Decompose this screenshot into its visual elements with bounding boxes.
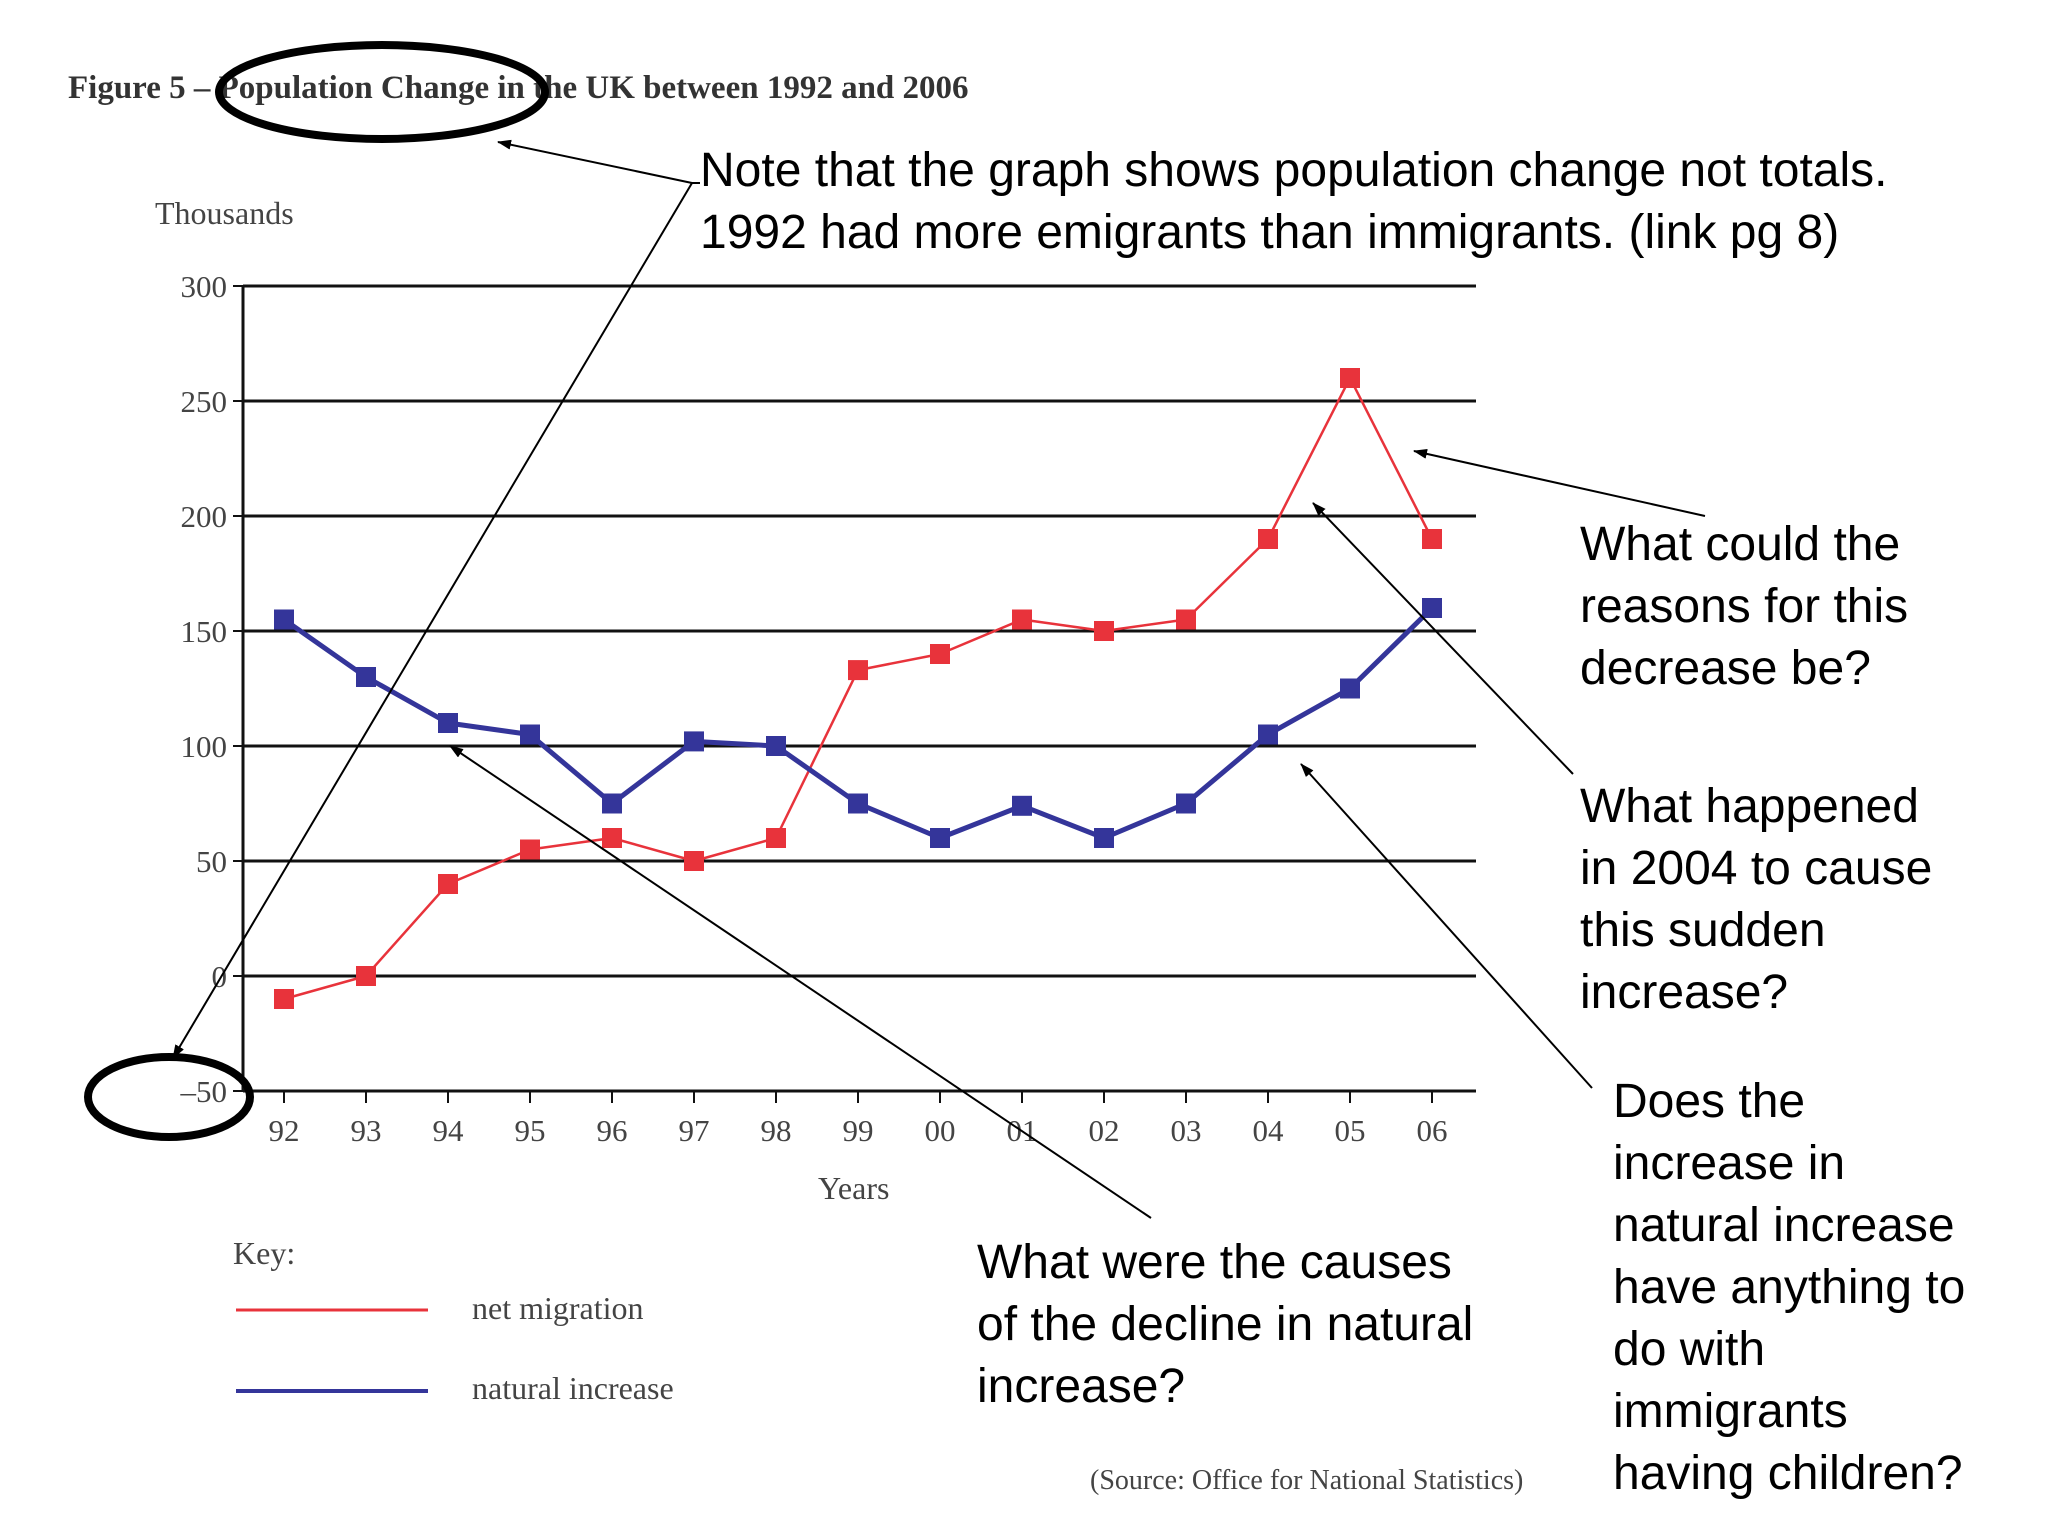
annotation-line: increase in xyxy=(1613,1137,1846,1190)
data-point-net-migration xyxy=(1422,529,1442,549)
data-point-net-migration xyxy=(1094,621,1114,641)
data-point-natural-increase xyxy=(1176,793,1196,814)
data-point-natural-increase xyxy=(602,793,622,814)
annotation-line: increase? xyxy=(977,1360,1186,1413)
annotation-line: in 2004 to cause xyxy=(1580,842,1933,895)
data-point-net-migration xyxy=(438,874,458,894)
annotation-line: Does the xyxy=(1613,1075,1806,1128)
y-axis-unit-label: Thousands xyxy=(155,195,294,231)
data-point-net-migration xyxy=(1012,609,1032,630)
callout-arrow-natural-increase xyxy=(1300,763,1593,1089)
annotation-line: reasons for this xyxy=(1580,580,1909,633)
data-point-net-migration xyxy=(1340,368,1360,388)
data-point-natural-increase xyxy=(848,793,868,814)
x-tick-label: 95 xyxy=(515,1113,546,1148)
callout-arrow-2004 xyxy=(1312,502,1574,775)
annotation-line: What could the xyxy=(1580,518,1901,571)
x-tick-label: 93 xyxy=(351,1113,382,1148)
data-point-natural-increase xyxy=(520,724,540,745)
annotation-line: do with xyxy=(1613,1323,1766,1376)
data-point-natural-increase xyxy=(274,609,294,630)
x-axis-title: Years xyxy=(818,1170,890,1206)
y-tick-label: 50 xyxy=(196,844,227,879)
data-point-natural-increase xyxy=(1422,598,1442,618)
y-tick-label: –50 xyxy=(180,1074,228,1109)
annotation-line: What happened xyxy=(1580,780,1919,833)
legend-label-net-migration: net migration xyxy=(472,1290,644,1326)
x-tick-label: 97 xyxy=(679,1113,710,1148)
annotation-question-2004: What happened in 2004 to cause this sudd… xyxy=(1580,776,1932,1024)
annotation-line: immigrants xyxy=(1613,1385,1848,1438)
annotation-line: increase? xyxy=(1580,966,1789,1019)
data-point-net-migration xyxy=(684,851,704,871)
source-note: (Source: Office for National Statistics) xyxy=(1090,1465,1524,1496)
data-point-natural-increase xyxy=(1258,724,1278,745)
data-point-natural-increase xyxy=(438,713,458,733)
data-point-net-migration xyxy=(766,828,786,848)
data-point-net-migration xyxy=(848,660,868,681)
annotation-line: of the decline in natural xyxy=(977,1298,1474,1351)
annotation-question-decrease: What could the reasons for this decrease… xyxy=(1580,514,1908,700)
data-point-natural-increase xyxy=(684,731,704,752)
x-tick-label: 04 xyxy=(1253,1113,1285,1148)
annotation-note-changes: Note that the graph shows population cha… xyxy=(700,140,1887,264)
annotation-note-line-2: 1992 had more emigrants than immigrants.… xyxy=(700,206,1840,259)
data-point-natural-increase xyxy=(356,667,376,687)
highlight-ellipse-negative-axis xyxy=(84,1053,254,1141)
data-point-net-migration xyxy=(1258,529,1278,549)
highlight-ellipse-title xyxy=(215,41,549,143)
x-tick-label: 92 xyxy=(269,1113,300,1148)
x-tick-label: 05 xyxy=(1335,1113,1366,1148)
annotation-line: What were the causes xyxy=(977,1236,1452,1289)
y-tick-label: 300 xyxy=(181,269,228,304)
annotation-note-line-1: Note that the graph shows population cha… xyxy=(700,144,1888,197)
x-tick-label: 06 xyxy=(1417,1113,1448,1148)
data-point-net-migration xyxy=(1176,609,1196,630)
callout-arrow-to-axis xyxy=(172,182,693,1059)
x-tick-label: 94 xyxy=(433,1113,465,1148)
annotation-line: this sudden xyxy=(1580,904,1826,957)
data-point-net-migration xyxy=(274,989,294,1009)
annotation-question-decline: What were the causes of the decline in n… xyxy=(977,1232,1473,1418)
y-tick-label: 100 xyxy=(181,729,228,764)
y-tick-label: 150 xyxy=(181,614,228,649)
annotation-line: natural increase xyxy=(1613,1199,1955,1252)
data-point-natural-increase xyxy=(1340,678,1360,699)
data-point-natural-increase xyxy=(766,736,786,756)
data-point-natural-increase xyxy=(1094,828,1114,848)
x-tick-label: 03 xyxy=(1171,1113,1202,1148)
data-point-net-migration xyxy=(602,828,622,848)
data-point-net-migration xyxy=(356,966,376,986)
data-point-natural-increase xyxy=(930,828,950,848)
callout-arrow-decline xyxy=(449,745,1152,1219)
legend-label-natural-increase: natural increase xyxy=(472,1370,674,1406)
callout-arrow-to-title xyxy=(497,139,693,184)
y-tick-label: 200 xyxy=(181,499,228,534)
legend-title: Key: xyxy=(233,1235,296,1271)
annotation-line: decrease be? xyxy=(1580,642,1871,695)
annotation-question-children: Does the increase in natural increase ha… xyxy=(1613,1071,1965,1505)
annotation-line: have anything to xyxy=(1613,1261,1966,1314)
annotation-line: having children? xyxy=(1613,1447,1963,1500)
x-tick-label: 96 xyxy=(597,1113,628,1148)
data-point-natural-increase xyxy=(1012,795,1032,816)
x-tick-label: 02 xyxy=(1089,1113,1120,1148)
x-tick-label: 98 xyxy=(761,1113,792,1148)
x-tick-label: 00 xyxy=(925,1113,956,1148)
x-tick-label: 99 xyxy=(843,1113,874,1148)
data-point-net-migration xyxy=(930,644,950,664)
y-tick-label: 250 xyxy=(181,384,228,419)
callout-arrow-decrease xyxy=(1413,448,1706,517)
data-point-net-migration xyxy=(520,839,540,860)
series-line-net-migration xyxy=(283,376,1434,1001)
